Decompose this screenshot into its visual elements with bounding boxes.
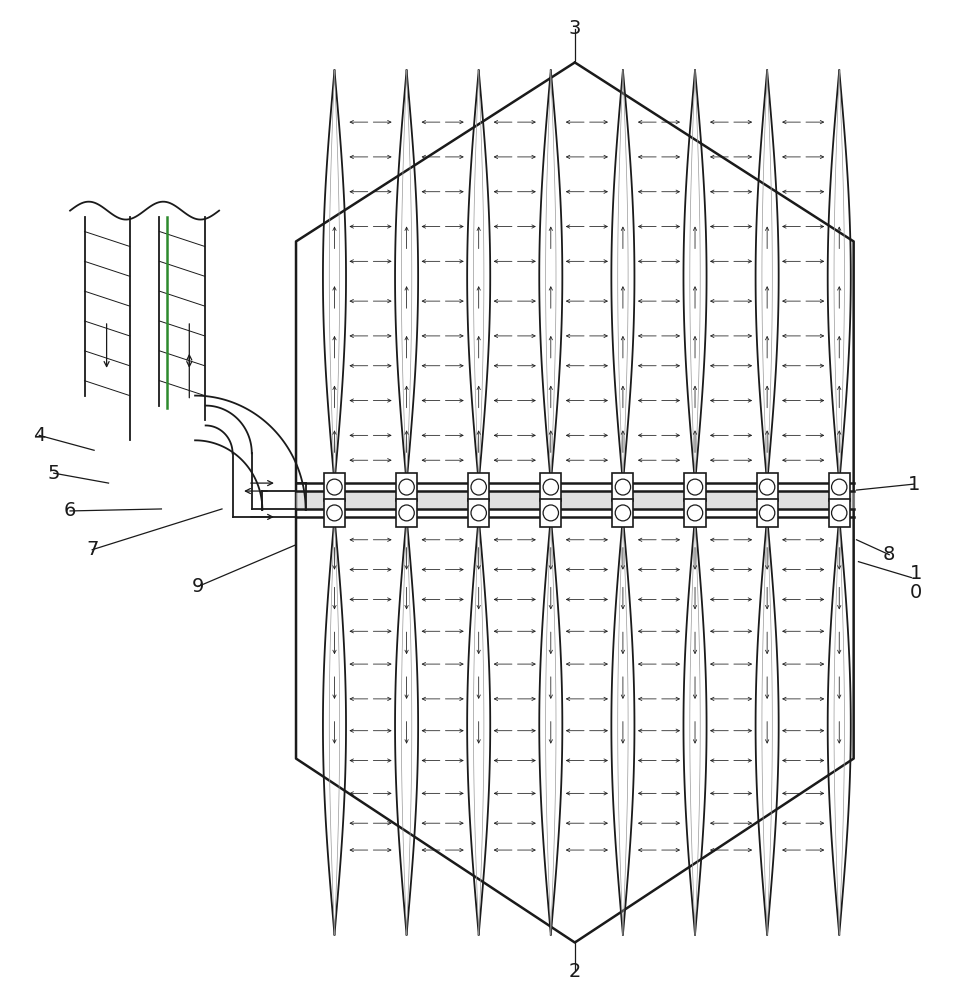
Circle shape (759, 479, 775, 495)
Bar (468, 473, 489, 501)
Text: 1: 1 (908, 475, 921, 494)
Bar (612, 499, 633, 527)
Circle shape (832, 479, 847, 495)
Text: 2: 2 (569, 962, 581, 981)
Text: 3: 3 (569, 19, 581, 38)
Text: 5: 5 (47, 464, 60, 483)
Circle shape (399, 479, 414, 495)
Bar (324, 499, 345, 527)
Bar (612, 473, 633, 501)
Circle shape (471, 505, 486, 521)
Circle shape (688, 505, 703, 521)
Text: 1: 1 (910, 564, 923, 583)
Bar (324, 473, 345, 501)
Circle shape (832, 505, 847, 521)
Bar (829, 499, 850, 527)
Circle shape (399, 505, 414, 521)
Text: 7: 7 (86, 540, 99, 559)
Text: 9: 9 (191, 577, 204, 596)
Bar (468, 499, 489, 527)
Bar (541, 499, 562, 527)
Circle shape (543, 479, 559, 495)
Bar (396, 473, 417, 501)
Bar (685, 499, 706, 527)
Circle shape (759, 505, 775, 521)
Bar (756, 499, 777, 527)
Circle shape (688, 479, 703, 495)
Bar (396, 499, 417, 527)
Text: 8: 8 (883, 545, 895, 564)
Circle shape (543, 505, 559, 521)
Circle shape (471, 479, 486, 495)
Text: 4: 4 (33, 426, 45, 445)
Bar (685, 473, 706, 501)
Bar (541, 473, 562, 501)
Bar (829, 473, 850, 501)
Circle shape (327, 479, 342, 495)
Bar (756, 473, 777, 501)
Text: 6: 6 (64, 501, 76, 520)
Circle shape (615, 479, 630, 495)
Circle shape (327, 505, 342, 521)
Text: 0: 0 (910, 583, 923, 602)
Circle shape (615, 505, 630, 521)
